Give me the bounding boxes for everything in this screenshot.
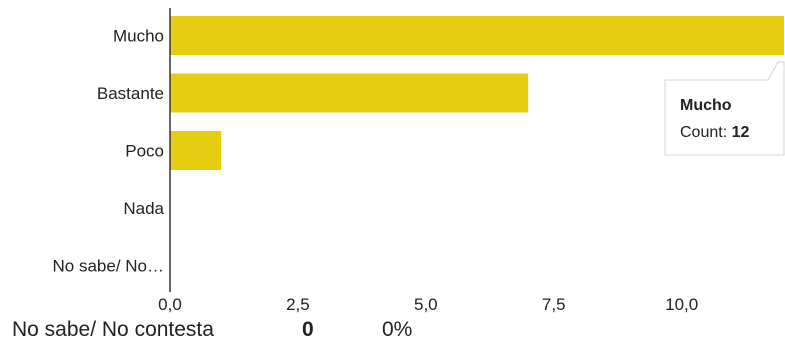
- summary-row: No sabe/ No contesta 0 0%: [12, 318, 412, 346]
- summary-label: No sabe/ No contesta: [12, 318, 302, 342]
- tooltip-count-label: Count:: [680, 124, 732, 141]
- x-tick-label-1: 2,5: [286, 295, 310, 314]
- x-tick-label-3: 7,5: [542, 295, 566, 314]
- tooltip: Mucho Count: 12: [665, 62, 784, 155]
- x-tick-label-0: 0,0: [158, 295, 182, 314]
- bar-2: [170, 131, 221, 170]
- bar-0: [170, 16, 784, 55]
- category-labels: Mucho Bastante Poco Nada No sabe/ No…: [53, 27, 165, 276]
- bar-1: [170, 74, 528, 113]
- x-tick-labels: 0,0 2,5 5,0 7,5 10,0: [158, 295, 698, 314]
- category-label-0: Mucho: [113, 27, 164, 46]
- summary-count: 0: [302, 318, 382, 342]
- category-label-4: No sabe/ No…: [53, 257, 165, 276]
- category-label-3: Nada: [123, 199, 164, 218]
- x-tick-label-2: 5,0: [414, 295, 438, 314]
- tooltip-title: Mucho: [680, 97, 732, 114]
- summary-percent: 0%: [382, 318, 412, 342]
- x-tick-label-4: 10,0: [665, 295, 698, 314]
- tooltip-count-value: 12: [732, 124, 750, 141]
- category-label-1: Bastante: [97, 84, 164, 103]
- category-label-2: Poco: [125, 142, 164, 161]
- tooltip-count: Count: 12: [680, 124, 749, 141]
